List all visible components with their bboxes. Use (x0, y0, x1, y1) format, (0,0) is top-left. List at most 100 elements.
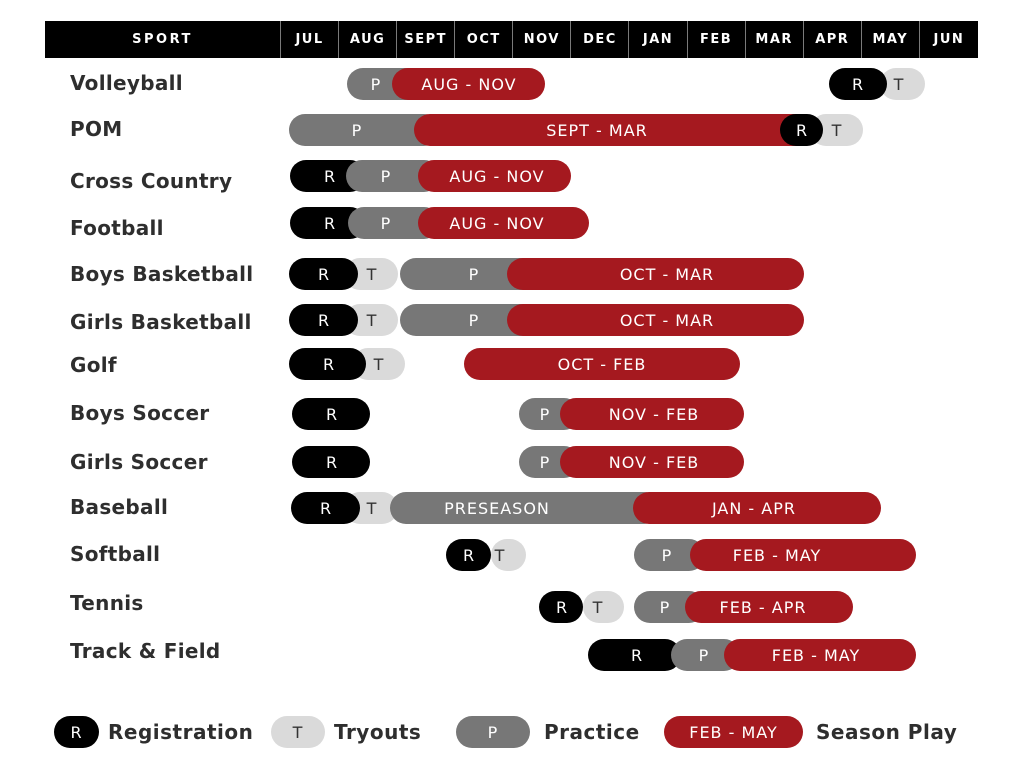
sport-name-baseball: Baseball (70, 495, 169, 519)
volleyball-registration-bar: R (829, 68, 887, 100)
baseball-season-bar: JAN - APR (633, 492, 881, 524)
boys-soccer-practice-label: P (539, 404, 551, 424)
volleyball-practice-label: P (370, 74, 382, 94)
cross-country-practice-label: P (380, 166, 392, 186)
softball-tryouts-bar: T (491, 539, 526, 571)
boys-basketball-season-label: OCT - MAR (619, 264, 715, 284)
pom-practice-label: P (351, 120, 363, 140)
month-header-jul: JUL (281, 21, 340, 58)
tennis-tryouts-bar: T (583, 591, 624, 623)
boys-soccer-registration-bar: R (292, 398, 370, 430)
sport-name-volleyball: Volleyball (70, 71, 183, 95)
pom-season-bar: SEPT - MAR (414, 114, 815, 146)
football-registration-label: R (323, 213, 337, 233)
sport-name-girls-soccer: Girls Soccer (70, 450, 208, 474)
sports-schedule: Volleyball P AUG - NOV T R POM P T SEPT - MAR R Cr… (70, 68, 925, 671)
sport-name-pom: POM (70, 117, 123, 141)
volleyball-tryouts-label: T (893, 74, 905, 94)
softball-season-bar: FEB - MAY (690, 539, 916, 571)
track-and-field-practice-label: P (698, 645, 710, 665)
pom-registration-label: R (795, 120, 809, 140)
month-header-jan: JAN (629, 21, 688, 58)
cross-country-season-bar: AUG - NOV (418, 160, 571, 192)
golf-season-label: OCT - FEB (557, 354, 647, 374)
month-header-nov: NOV (513, 21, 572, 58)
month-header-mar: MAR (746, 21, 804, 58)
softball-practice-label: P (661, 545, 673, 565)
cross-country-registration-label: R (323, 166, 337, 186)
boys-basketball-registration-bar: R (289, 258, 358, 290)
tennis-tryouts-label: T (592, 597, 604, 617)
baseball-practice-bar: PRESEASON (390, 492, 660, 524)
pom-tryouts-label: T (831, 120, 843, 140)
softball-tryouts-label: T (494, 545, 506, 565)
month-header-may: MAY (862, 21, 920, 58)
girls-soccer-season-label: NOV - FEB (608, 452, 700, 472)
girls-soccer-registration-bar: R (292, 446, 370, 478)
sport-name-cross-country: Cross Country (70, 169, 233, 193)
legend-season-label: Season Play (816, 720, 958, 744)
legend: R Registration T Tryouts P Practice FEB - MAY S… (0, 700, 1024, 768)
girls-basketball-practice-label: P (468, 310, 480, 330)
girls-basketball-season-bar: OCT - MAR (507, 304, 804, 336)
sport-column-header: SPORT (45, 21, 281, 58)
football-season-bar: AUG - NOV (418, 207, 589, 239)
volleyball-season-bar: AUG - NOV (392, 68, 545, 100)
volleyball-registration-label: R (851, 74, 865, 94)
track-and-field-registration-bar: R (588, 639, 681, 671)
track-and-field-season-bar: FEB - MAY (724, 639, 916, 671)
softball-season-label: FEB - MAY (732, 545, 822, 565)
golf-season-bar: OCT - FEB (464, 348, 740, 380)
legend-tryouts-swatch: T (271, 716, 325, 748)
boys-soccer-season-bar: NOV - FEB (560, 398, 744, 430)
track-and-field-registration-label: R (630, 645, 644, 665)
legend-season-swatch: FEB - MAY (664, 716, 803, 748)
schedule-header: SPORT JUL AUG SEPT OCT NOV DEC JAN FEB MAR APR MAY… (45, 21, 978, 58)
softball-registration-bar: R (446, 539, 491, 571)
legend-registration-label: Registration (108, 720, 254, 744)
tennis-season-bar: FEB - APR (685, 591, 853, 623)
month-header-apr: APR (804, 21, 862, 58)
girls-soccer-registration-label: R (325, 452, 339, 472)
sport-name-girls-basketball: Girls Basketball (70, 310, 252, 334)
legend-practice-swatch: P (456, 716, 530, 748)
legend-registration-swatch: R (54, 716, 99, 748)
month-header-row: JUL AUG SEPT OCT NOV DEC JAN FEB MAR APR MAY JUN (281, 21, 978, 58)
sport-name-track-and-field: Track & Field (70, 639, 221, 663)
golf-registration-bar: R (289, 348, 366, 380)
baseball-season-label: JAN - APR (711, 498, 796, 518)
volleyball-season-label: AUG - NOV (421, 74, 517, 94)
cross-country-season-label: AUG - NOV (449, 166, 545, 186)
month-header-sept: SEPT (397, 21, 456, 58)
sport-name-golf: Golf (70, 353, 117, 377)
girls-basketball-tryouts-label: T (366, 310, 378, 330)
boys-basketball-season-bar: OCT - MAR (507, 258, 804, 290)
tennis-practice-label: P (659, 597, 671, 617)
month-header-feb: FEB (688, 21, 746, 58)
golf-tryouts-label: T (373, 354, 385, 374)
golf-registration-label: R (322, 354, 336, 374)
month-header-dec: DEC (571, 21, 630, 58)
football-season-label: AUG - NOV (449, 213, 545, 233)
boys-basketball-tryouts-label: T (366, 264, 378, 284)
legend-practice-label: Practice (544, 720, 640, 744)
sport-name-tennis: Tennis (70, 591, 144, 615)
sport-name-softball: Softball (70, 542, 161, 566)
pom-season-label: SEPT - MAR (546, 120, 648, 140)
sport-name-boys-basketball: Boys Basketball (70, 262, 254, 286)
tennis-season-label: FEB - APR (719, 597, 807, 617)
month-header-aug: AUG (339, 21, 398, 58)
baseball-registration-label: R (319, 498, 333, 518)
month-header-jun: JUN (933, 32, 965, 47)
sport-name-boys-soccer: Boys Soccer (70, 401, 210, 425)
baseball-practice-label: PRESEASON (444, 498, 550, 518)
boys-basketball-practice-label: P (468, 264, 480, 284)
baseball-tryouts-label: T (366, 498, 378, 518)
boys-soccer-registration-label: R (325, 404, 339, 424)
pom-registration-bar: R (780, 114, 823, 146)
baseball-registration-bar: R (291, 492, 360, 524)
girls-basketball-registration-label: R (317, 310, 331, 330)
boys-basketball-registration-label: R (317, 264, 331, 284)
football-practice-label: P (380, 213, 392, 233)
girls-soccer-practice-label: P (539, 452, 551, 472)
